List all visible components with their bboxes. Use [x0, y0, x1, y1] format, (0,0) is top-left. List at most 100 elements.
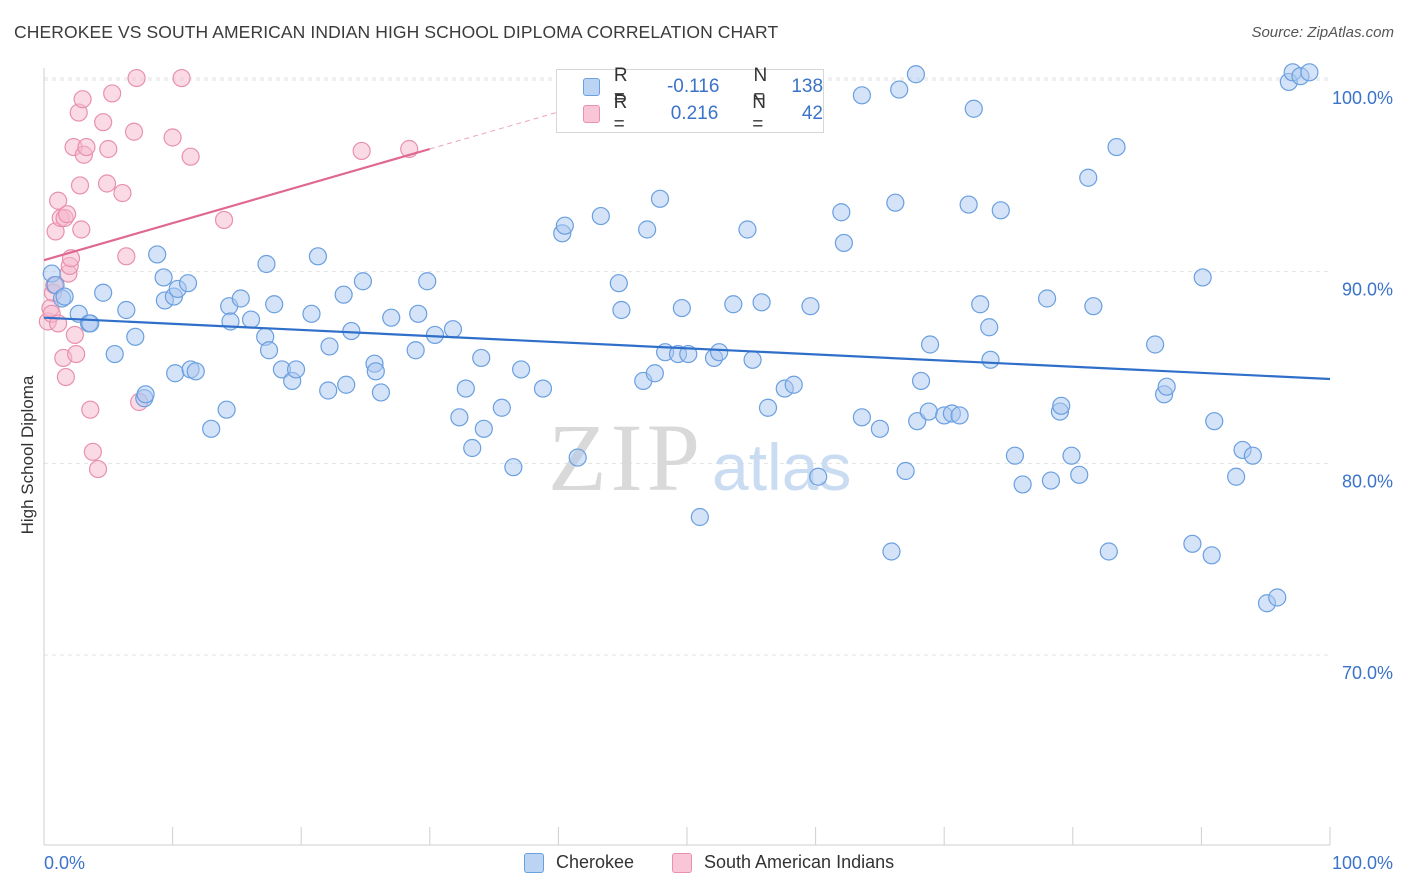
cherokee-point	[117, 300, 136, 320]
cherokee-point	[302, 304, 321, 323]
cherokee-point	[257, 254, 276, 274]
cherokee-point	[474, 419, 493, 438]
watermark: ZIP atlas	[548, 404, 851, 511]
cherokee-point	[166, 364, 185, 383]
cherokee-point	[752, 293, 771, 312]
cherokee-point	[382, 308, 401, 327]
cherokee-point	[202, 419, 221, 438]
south-american-indians-point	[163, 128, 182, 147]
cherokee-point	[81, 314, 100, 333]
cherokee-point	[743, 350, 762, 369]
cherokee-point	[920, 335, 940, 354]
cherokee-point	[308, 247, 328, 266]
cherokee-point	[1084, 297, 1103, 316]
cherokee-point	[911, 371, 931, 391]
south-american-indians-point	[113, 183, 132, 203]
cherokee-point	[353, 272, 373, 291]
cherokee-point	[1062, 446, 1081, 465]
cherokee-point	[286, 360, 306, 379]
cherokee-point	[950, 406, 969, 425]
cherokee-point	[834, 233, 853, 253]
south-american-indians-point	[81, 400, 100, 419]
cherokee-point	[1099, 542, 1118, 561]
cherokee-point	[724, 295, 743, 314]
legend-row-south-american-indians: R = 0.216 N = 42	[583, 92, 823, 135]
cherokee-point	[136, 385, 155, 404]
legend-label-cherokee: Cherokee	[556, 852, 635, 872]
cherokee-point	[492, 398, 511, 417]
cherokee-point	[591, 206, 610, 226]
r-label: R =	[613, 92, 628, 135]
cherokee-point	[906, 65, 926, 84]
cherokee-point	[1193, 268, 1212, 287]
y-tick-label: 70.0%	[1342, 663, 1393, 683]
south-american-indians-point	[49, 191, 68, 210]
cherokee-point	[758, 398, 778, 417]
x-tick-label-min: 0.0%	[44, 853, 85, 873]
cherokee-point	[178, 274, 198, 293]
cherokee-point	[650, 189, 670, 208]
y-tick-label: 80.0%	[1342, 471, 1393, 491]
cherokee-point	[784, 375, 803, 394]
cherokee-point	[1037, 289, 1057, 308]
n-value-south-american-indians: 42	[801, 103, 823, 124]
south-american-indians-point	[65, 325, 84, 345]
legend-item-cherokee[interactable]: Cherokee	[524, 852, 634, 873]
south-american-indians-point	[103, 84, 122, 103]
cherokee-point	[886, 193, 905, 212]
cherokee-point	[612, 300, 631, 320]
south-american-indians-trend-line	[43, 147, 431, 262]
cherokee-point	[533, 379, 553, 398]
cherokee-point	[55, 287, 74, 306]
cherokee-point	[638, 220, 657, 239]
cherokee-point	[832, 203, 851, 222]
cherokee-point	[809, 467, 828, 486]
r-label: R =	[613, 65, 628, 108]
south-american-indians-point	[67, 344, 86, 364]
n-value-cherokee: 138	[791, 76, 824, 97]
source-label: Source: ZipAtlas.com	[1251, 24, 1394, 41]
n-label: N =	[753, 65, 768, 108]
cherokee-point	[1227, 467, 1246, 486]
cherokee-point	[337, 375, 356, 394]
cherokee-point	[679, 344, 698, 364]
cherokee-point	[425, 325, 445, 345]
south-american-indians-point	[99, 139, 118, 159]
cherokee-point	[154, 268, 173, 287]
cherokee-point	[1013, 475, 1032, 494]
south-american-indians-point	[73, 90, 92, 109]
south-american-indians-point	[352, 141, 371, 161]
r-value-cherokee: -0.116	[666, 76, 720, 97]
south-american-indians-point	[97, 174, 117, 193]
cherokee-point	[1052, 396, 1071, 415]
cherokee-point	[512, 360, 531, 379]
cherokee-point	[1079, 168, 1098, 187]
south-american-indians-point	[214, 210, 234, 230]
south-american-indians-point	[88, 459, 108, 479]
south-american-indians-point	[77, 137, 96, 157]
watermark-atlas: atlas	[712, 430, 851, 504]
cherokee-point	[609, 274, 628, 293]
x-tick-label-max: 100.0%	[1332, 853, 1393, 873]
cherokee-point	[896, 461, 915, 481]
cherokee-point	[555, 216, 574, 235]
trend-lines	[43, 100, 1331, 381]
gridlines	[44, 77, 1330, 656]
cherokee-point	[186, 362, 205, 381]
cherokee-point	[450, 408, 469, 427]
cherokee-point	[801, 297, 820, 316]
cherokee-point	[568, 448, 587, 467]
cherokee-point	[690, 507, 709, 527]
cherokee-point	[472, 348, 491, 368]
south-american-indians-point	[94, 113, 113, 132]
y-axis-label: High School Diploma	[18, 375, 37, 535]
legend-item-south-american-indians[interactable]: South American Indians	[672, 852, 894, 873]
south-american-indians-point	[56, 367, 75, 387]
cherokee-point	[981, 350, 1000, 369]
south-american-indians-points	[38, 68, 419, 479]
cherokee-point	[738, 220, 757, 239]
cherokee-point	[241, 310, 261, 329]
south-american-indians-point	[172, 68, 191, 88]
legend-row-cherokee: R = -0.116 N = 138	[583, 65, 824, 108]
cherokee-point	[126, 327, 145, 346]
